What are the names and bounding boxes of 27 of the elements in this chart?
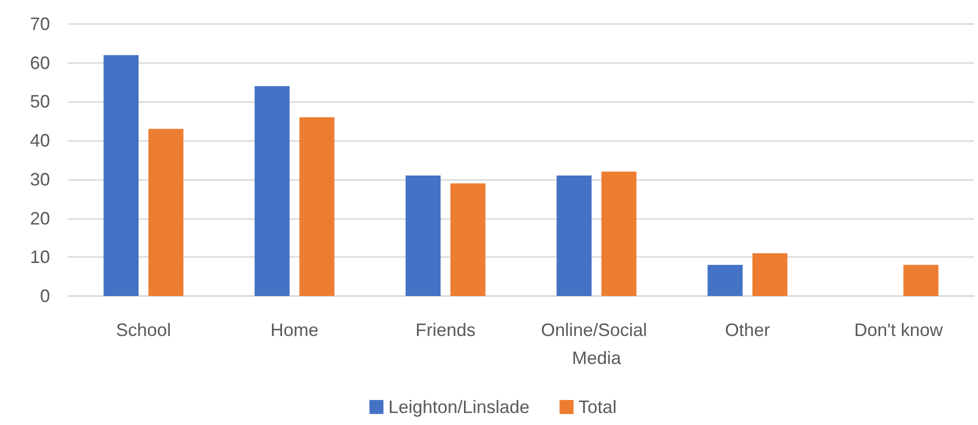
x-tick-label: Other: [724, 320, 770, 340]
y-tick-label: 0: [40, 286, 50, 306]
bar: [601, 172, 636, 296]
y-tick-label: 20: [30, 208, 50, 228]
x-tick-label: School: [116, 320, 172, 340]
y-tick-label: 70: [30, 14, 50, 34]
x-tick-label: Don't know: [854, 320, 944, 340]
bar: [708, 264, 743, 296]
legend-label: Leighton/Linslade: [388, 397, 530, 417]
bar: [104, 55, 139, 296]
bar: [148, 128, 184, 296]
y-tick-label: 40: [30, 130, 50, 151]
x-tick-label: Friends: [415, 320, 476, 340]
legend-label: Total: [578, 397, 617, 417]
x-tick-label: Home: [270, 320, 319, 340]
y-tick-label: 60: [30, 52, 50, 73]
y-tick-label: 30: [30, 169, 50, 190]
bar: [556, 176, 592, 296]
bar: [450, 183, 486, 296]
y-tick-label: 10: [30, 247, 50, 268]
bar: [299, 117, 334, 296]
x-tick-label: Online/Social Media: [540, 320, 652, 368]
bar: [752, 253, 788, 296]
bar: [254, 86, 290, 296]
y-tick-label: 50: [30, 92, 50, 112]
bar: [406, 176, 441, 296]
bar: [903, 264, 938, 296]
